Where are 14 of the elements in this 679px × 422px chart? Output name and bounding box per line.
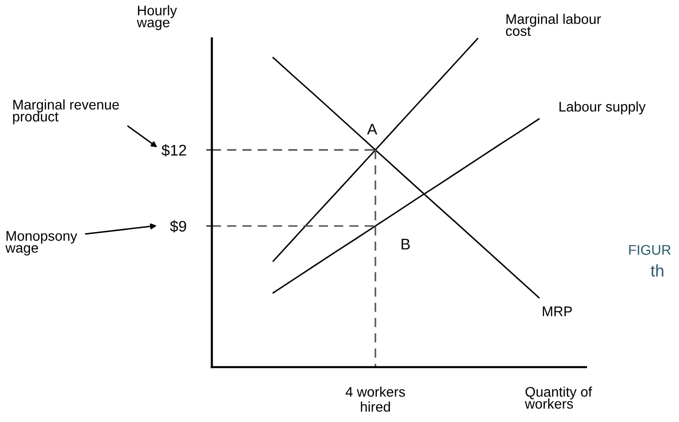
text: Marginal labour cost	[506, 14, 601, 36]
y-axis-title: Hourly wage	[136, 5, 177, 30]
series-label: MRP	[542, 306, 572, 316]
y-tick-label: $9	[170, 220, 186, 233]
y-tick-label: $12	[162, 144, 186, 157]
text: Marginal revenue product	[13, 99, 119, 124]
text: Monopsony wage	[5, 231, 78, 256]
text: FIGUR	[629, 244, 671, 255]
annotation: A	[367, 124, 378, 134]
series-label: Labour supply	[560, 101, 646, 114]
text: th	[650, 264, 664, 277]
x-tick-label: 4 workers hired	[346, 386, 406, 412]
x-axis-title: Quantity of workers	[524, 386, 592, 409]
annotation: B	[402, 238, 410, 250]
